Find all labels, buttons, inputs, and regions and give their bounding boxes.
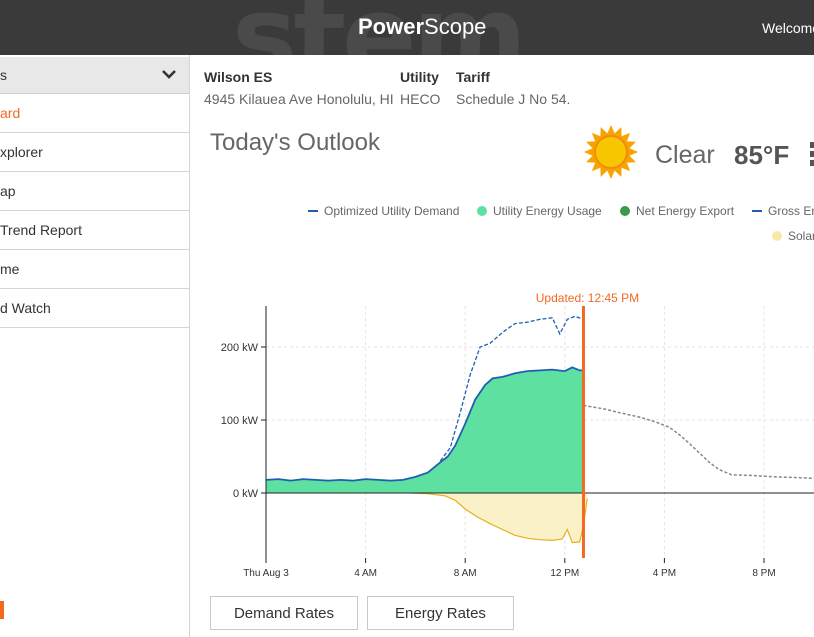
x-tick-label: 8 AM — [454, 568, 477, 579]
temperature: 85°F — [734, 140, 790, 170]
legend-item[interactable]: Optimized Utility Demand — [308, 204, 459, 218]
x-tick-label: 4 AM — [354, 568, 377, 579]
sidebar-header-label: s — [0, 67, 7, 83]
gross-demand-line — [439, 315, 584, 462]
temperature-scale-icon — [810, 142, 814, 166]
y-tick-label: 100 kW — [221, 415, 259, 427]
energy-chart[interactable]: 200 kW 100 kW 0 kW Thu Aug 3 4 AM 8 AM 12 PM 4 … — [200, 288, 814, 588]
site-info: Wilson ES 4945 Kilauea Ave Honolulu, HI — [204, 69, 394, 107]
legend-label: Utility Energy Usage — [493, 204, 602, 218]
sidebar-item-explorer[interactable]: xplorer — [0, 133, 189, 172]
legend-item[interactable]: Solar — [772, 229, 814, 243]
sidebar-item-label: xplorer — [0, 144, 43, 160]
legend-dash-icon — [308, 209, 318, 212]
forecast-line — [583, 404, 814, 480]
energy-rates-button[interactable]: Energy Rates — [367, 596, 514, 630]
sidebar-logo-mark — [0, 601, 4, 619]
solar-area — [410, 493, 588, 543]
legend-item[interactable]: Utility Energy Usage — [477, 204, 602, 218]
x-tick-label: 8 PM — [752, 568, 775, 579]
sidebar: s ard xplorer ap Trend Report me d Watch — [0, 55, 190, 637]
sidebar-header[interactable]: s — [0, 57, 189, 94]
tariff-info: Tariff Schedule J No 54. — [456, 69, 570, 107]
legend-dot-icon — [477, 205, 487, 216]
demand-rates-button[interactable]: Demand Rates — [210, 596, 358, 630]
page-title: Today's Outlook — [210, 129, 381, 156]
sun-icon — [584, 125, 638, 179]
legend-label: Optimized Utility Demand — [324, 204, 460, 218]
legend-dash-icon — [752, 209, 762, 212]
sidebar-item-map[interactable]: ap — [0, 172, 189, 211]
legend-label: Solar — [788, 229, 814, 243]
sidebar-item-watch[interactable]: d Watch — [0, 289, 189, 328]
x-tick-label: Thu Aug 3 — [243, 568, 289, 579]
sidebar-item-label: ap — [0, 183, 16, 199]
legend-dot-icon — [620, 205, 630, 216]
app-brand[interactable]: PowerScope — [358, 14, 486, 40]
chart-axes: 200 kW 100 kW 0 kW Thu Aug 3 4 AM 8 AM 12 PM 4 … — [221, 306, 814, 579]
weather-condition: Clear — [655, 141, 715, 169]
updated-label: Updated: 12:45 PM — [536, 291, 639, 305]
sidebar-item-me[interactable]: me — [0, 250, 189, 289]
welcome-text[interactable]: Welcome — [762, 20, 814, 36]
chevron-down-icon — [162, 70, 176, 79]
sidebar-item-trend-report[interactable]: Trend Report — [0, 211, 189, 250]
utility-label: Utility — [400, 69, 439, 85]
top-bar: stem PowerScope Welcome — [0, 0, 814, 55]
site-name: Wilson ES — [204, 69, 273, 85]
legend-label: Net Energy Export — [636, 204, 735, 218]
sidebar-item-dashboard[interactable]: ard — [0, 94, 189, 133]
sidebar-item-label: d Watch — [0, 300, 51, 316]
x-tick-label: 12 PM — [550, 568, 579, 579]
watermark-logo: stem — [232, 0, 527, 55]
sidebar-item-label: Trend Report — [0, 222, 82, 238]
usage-line — [265, 366, 584, 482]
legend-item[interactable]: Gross En — [752, 204, 814, 218]
utility-info: Utility HECO — [400, 69, 440, 107]
legend-item[interactable]: Net Energy Export — [620, 204, 734, 218]
x-tick-label: 4 PM — [653, 568, 676, 579]
usage-area — [266, 367, 584, 493]
legend-dot-icon — [772, 230, 782, 241]
solar-line — [410, 492, 588, 544]
brand-bold: Power — [358, 14, 425, 39]
updated-marker: Updated: 12:45 PM — [536, 291, 639, 558]
sidebar-item-label: me — [0, 261, 20, 277]
site-address: 4945 Kilauea Ave Honolulu, HI — [204, 91, 394, 107]
brand-light: Scope — [424, 14, 487, 39]
tariff-label: Tariff — [456, 69, 490, 85]
utility-value: HECO — [400, 91, 441, 107]
y-tick-label: 0 kW — [233, 488, 259, 500]
sidebar-item-label: ard — [0, 105, 21, 121]
legend-label: Gross En — [768, 204, 814, 218]
tariff-value: Schedule J No 54. — [456, 91, 571, 107]
y-tick-label: 200 kW — [221, 342, 259, 354]
